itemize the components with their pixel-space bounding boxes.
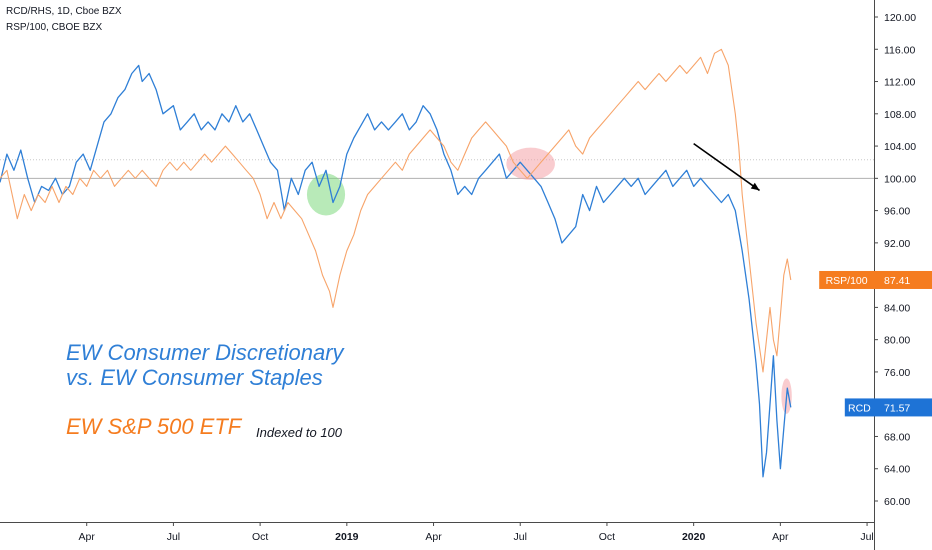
x-tick-label: 2019 [335, 531, 359, 543]
y-tick-label: 68.00 [884, 431, 910, 443]
y-tick-label: 92.00 [884, 238, 910, 250]
y-tick-label: 96.00 [884, 206, 910, 218]
y-tick-label: 100.00 [884, 173, 916, 185]
annotation-arrow-head [750, 182, 760, 191]
rsp-badge-name: RSP/100 [826, 275, 868, 287]
annotation-arrow [693, 142, 761, 192]
rsp-badge-name-bg [819, 270, 874, 289]
annotation-ew-sp500: EW S&P 500 ETF [66, 414, 242, 439]
x-tick-label: Jul [514, 531, 527, 543]
x-tick-label: Jul [167, 531, 180, 543]
y-tick-label: 60.00 [884, 496, 910, 508]
rcd-badge-value-bg [874, 398, 932, 417]
x-tick-label: Oct [252, 531, 268, 543]
rcd-badge-name-bg [844, 398, 874, 417]
rsp-series-line [0, 48, 792, 373]
y-tick-label: 104.00 [884, 141, 916, 153]
y-tick-label: 84.00 [884, 302, 910, 314]
x-tick-label: Apr [79, 531, 96, 543]
rsp-badge-value: 87.41 [884, 275, 910, 287]
main-symbol-legend[interactable]: RCD/RHS, 1D, Cboe BZX [6, 6, 122, 17]
green-highlight-ellipse [306, 173, 346, 216]
x-tick-label: Apr [772, 531, 789, 543]
y-tick-label: 64.00 [884, 464, 910, 476]
y-tick-label: 116.00 [884, 44, 915, 56]
y-tick-label: 120.00 [884, 12, 916, 24]
rcd-badge-name: RCD [848, 402, 871, 414]
x-tick-label: Jul [860, 531, 873, 543]
annotation-ew-consumer-discretionary: EW Consumer Discretionary [66, 340, 344, 365]
x-tick-label: Apr [425, 531, 442, 543]
y-tick-label: 80.00 [884, 335, 910, 347]
rcd-badge-value: 71.57 [884, 402, 910, 414]
annotation-indexed-to-100: Indexed to 100 [256, 425, 343, 440]
rsp-badge-value-bg [874, 270, 932, 289]
rcd-price-badge[interactable]: RCD 71.57 [844, 398, 932, 417]
y-tick-label: 76.00 [884, 367, 910, 379]
annotation-vs-ew-consumer-staples: vs. EW Consumer Staples [66, 365, 323, 390]
x-tick-label: Oct [599, 531, 615, 543]
y-tick-label: 112.00 [884, 77, 915, 89]
x-tick-label: 2020 [682, 531, 706, 543]
rsp-price-badge[interactable]: RSP/100 87.41 [819, 270, 932, 289]
compare-symbol-legend[interactable]: RSP/100, CBOE BZX [6, 22, 103, 33]
y-tick-label: 108.00 [884, 109, 916, 121]
pink-highlight-ellipse [506, 147, 555, 180]
rcd-series-line [0, 64, 792, 478]
